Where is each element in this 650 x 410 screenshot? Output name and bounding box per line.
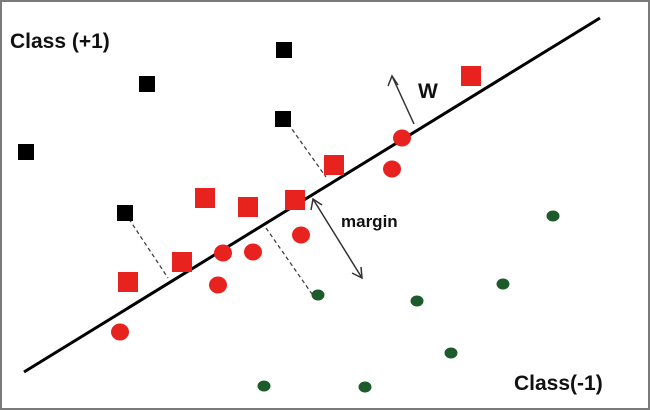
support-vectors-squares	[118, 66, 481, 292]
green-dot-icon	[496, 278, 510, 290]
normal-vector-arrow	[387, 74, 415, 125]
red-square-icon	[324, 155, 344, 175]
red-square-icon	[238, 197, 258, 217]
red-circle-icon	[244, 243, 262, 261]
red-circle-icon	[393, 129, 411, 147]
square-icon	[18, 144, 34, 160]
projection-line	[124, 212, 169, 279]
projection-line	[283, 117, 327, 178]
green-dot-icon	[546, 210, 560, 222]
class-neg-samples	[257, 210, 560, 393]
red-circle-icon	[383, 160, 401, 178]
margin-arrow	[310, 197, 363, 280]
margin-projection-lines	[124, 117, 327, 295]
red-circle-icon	[209, 276, 227, 294]
green-dot-icon	[444, 347, 458, 359]
class-neg-label: Class(-1)	[514, 372, 603, 395]
red-square-icon	[461, 66, 481, 86]
support-vectors-circles	[111, 129, 411, 341]
red-circle-icon	[111, 323, 129, 341]
normal-vector-label: W	[418, 80, 438, 103]
decision-boundary-line	[23, 16, 601, 374]
red-square-icon	[172, 252, 192, 272]
red-square-icon	[118, 272, 138, 292]
green-dot-icon	[410, 295, 424, 307]
red-square-icon	[285, 190, 305, 210]
class-pos-samples	[18, 42, 292, 221]
square-icon	[275, 111, 291, 127]
red-circle-icon	[292, 226, 310, 244]
green-dot-icon	[311, 289, 325, 301]
margin-label: margin	[341, 212, 398, 231]
red-square-icon	[195, 188, 215, 208]
square-icon	[139, 76, 155, 92]
square-icon	[276, 42, 292, 58]
square-icon	[117, 205, 133, 221]
green-dot-icon	[358, 381, 372, 393]
red-circle-icon	[214, 244, 232, 262]
green-dot-icon	[257, 380, 271, 392]
class-pos-label: Class (+1)	[10, 30, 110, 53]
